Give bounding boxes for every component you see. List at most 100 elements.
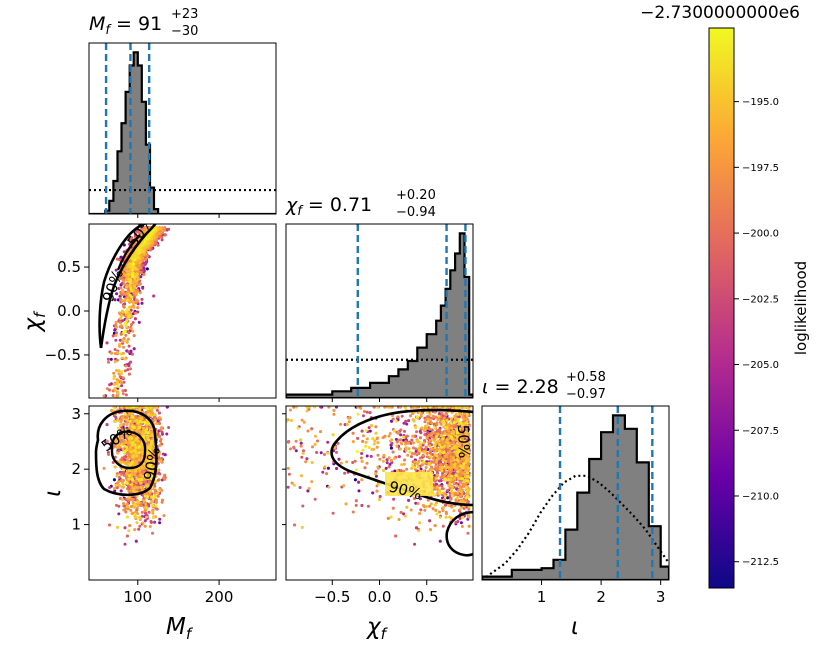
sample-point <box>119 286 123 290</box>
hist-iota-panel <box>481 405 670 581</box>
sample-point <box>107 453 110 456</box>
sample-point <box>132 334 136 338</box>
sample-point <box>119 255 123 259</box>
sample-point <box>135 291 138 295</box>
sample-point <box>113 360 117 364</box>
sample-point <box>123 282 127 286</box>
sample-point <box>151 240 155 244</box>
sample-point <box>135 279 139 283</box>
sample-point <box>122 345 126 349</box>
sample-point <box>130 512 134 515</box>
sample-point <box>155 408 159 412</box>
sample-point <box>129 505 133 508</box>
sample-point <box>153 520 157 524</box>
sample-point <box>158 521 162 525</box>
sample-point <box>117 369 121 373</box>
title-iota: ι = 2.28 +0.58 −0.97 <box>482 370 606 402</box>
sample-point <box>158 472 162 476</box>
sample-point <box>144 252 148 256</box>
sample-point <box>128 412 132 416</box>
sample-point <box>109 357 113 361</box>
sample-point <box>153 484 157 488</box>
sample-point <box>123 357 127 361</box>
sample-point <box>127 314 131 318</box>
sample-point <box>155 238 159 242</box>
sample-point <box>154 498 158 502</box>
sample-point <box>144 257 148 261</box>
sample-point <box>158 443 162 447</box>
sample-point <box>149 520 153 524</box>
sample-point <box>137 263 141 267</box>
sample-point <box>148 525 152 528</box>
sample-point <box>141 264 144 268</box>
sample-point <box>121 392 125 396</box>
sample-point <box>133 256 137 260</box>
sample-point <box>121 376 125 380</box>
sample-point <box>160 500 164 504</box>
sample-point <box>139 503 143 507</box>
sample-point <box>126 337 130 341</box>
sample-point <box>128 305 131 309</box>
sample-point <box>162 476 166 480</box>
sample-point <box>124 440 128 444</box>
sample-point <box>131 321 135 324</box>
sample-point <box>116 394 120 398</box>
sample-point <box>120 384 124 388</box>
sample-point <box>131 312 135 316</box>
sample-point <box>128 425 132 429</box>
sample-point <box>156 468 160 472</box>
sample-point <box>122 304 126 308</box>
sample-point <box>119 332 123 336</box>
sample-point <box>115 358 119 362</box>
sample-point <box>120 356 124 360</box>
sample-point <box>129 367 132 371</box>
sample-point <box>123 299 127 303</box>
sample-point <box>149 413 153 417</box>
sample-point <box>161 452 165 456</box>
sample-point <box>163 233 167 237</box>
sample-point <box>126 368 130 372</box>
sample-point <box>145 244 148 248</box>
sample-point <box>124 462 128 466</box>
sample-point <box>107 360 110 364</box>
sample-point <box>143 509 147 513</box>
sample-point <box>152 228 155 232</box>
sample-point <box>125 472 129 476</box>
sample-point <box>167 227 171 231</box>
sample-point <box>127 452 131 455</box>
sample-point <box>135 477 139 480</box>
sample-point <box>142 272 146 276</box>
sample-point <box>123 369 127 373</box>
sample-point <box>115 486 119 490</box>
sample-point <box>159 437 163 441</box>
sample-point <box>114 320 118 324</box>
sample-point <box>112 376 116 380</box>
sample-point <box>126 418 130 422</box>
sample-point <box>126 497 130 501</box>
sample-point <box>111 461 115 464</box>
sample-point <box>142 499 146 503</box>
sample-point <box>116 419 120 422</box>
sample-point <box>118 375 122 379</box>
sample-point <box>144 410 148 414</box>
sample-point <box>135 298 138 302</box>
sample-point <box>163 473 167 477</box>
sample-point <box>118 311 122 315</box>
sample-point <box>118 436 122 440</box>
sample-point <box>137 247 141 251</box>
sample-point <box>162 226 166 230</box>
sample-point <box>162 514 166 518</box>
sample-point <box>158 416 161 420</box>
sample-point <box>125 265 129 269</box>
sample-point <box>130 275 134 279</box>
sample-point <box>128 265 132 269</box>
sample-point <box>139 254 143 258</box>
sample-point <box>153 406 156 409</box>
sample-point <box>102 466 106 470</box>
sample-point <box>112 478 116 482</box>
sample-point <box>127 331 131 335</box>
sample-point <box>129 262 133 266</box>
sample-point <box>137 230 141 234</box>
sample-point <box>124 393 128 397</box>
scatter-mf-iota-panel: 50% 90% <box>88 405 277 581</box>
